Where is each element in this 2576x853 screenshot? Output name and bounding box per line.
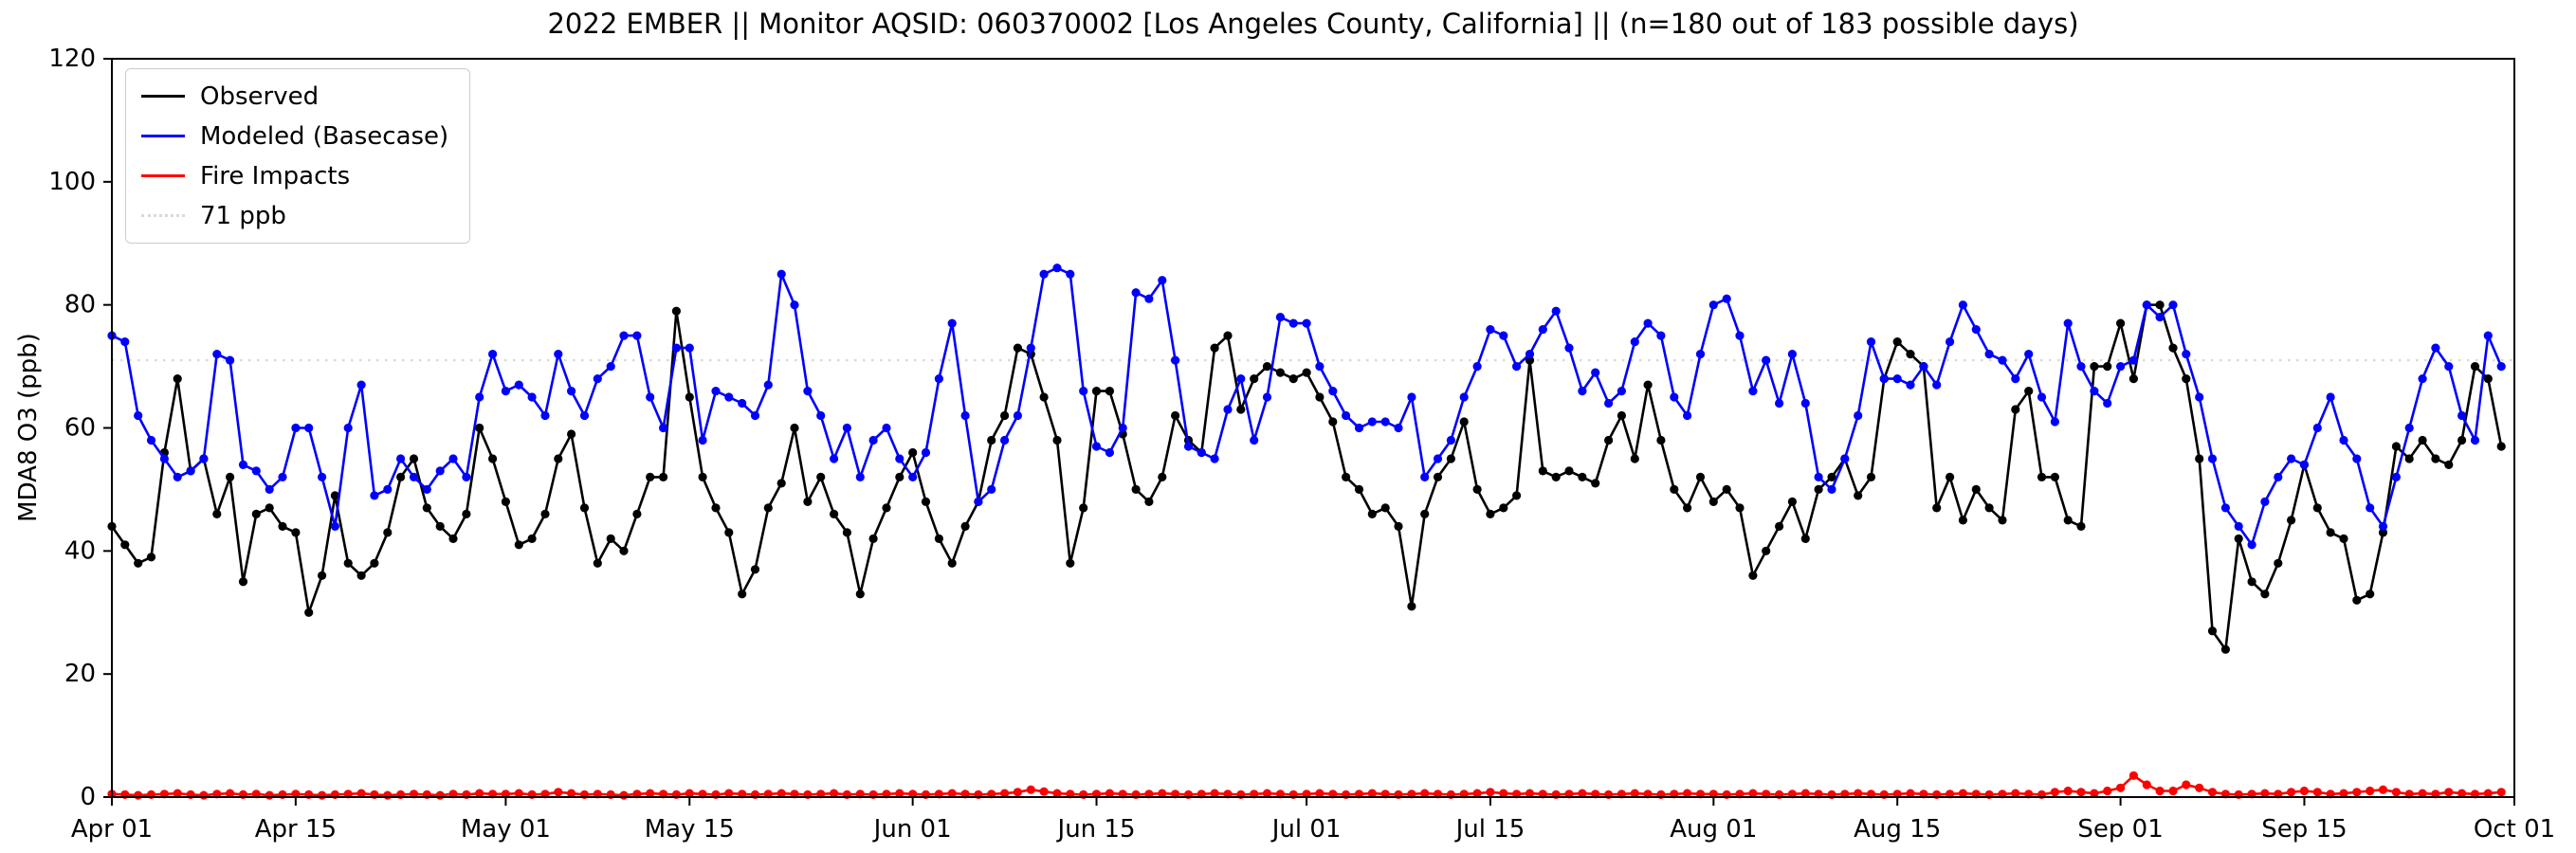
x-tick-label: Apr 15: [255, 815, 337, 844]
fire-impacts-line-swatch: [141, 174, 185, 177]
x-tick-label: Jul 15: [1454, 815, 1526, 844]
legend-label: Fire Impacts: [200, 161, 351, 191]
x-tick-label: Sep 15: [2261, 815, 2347, 844]
x-tick-label: Jun 15: [1056, 815, 1136, 844]
legend-label: Observed: [200, 82, 320, 111]
y-tick-label: 0: [80, 783, 96, 811]
legend-label: 71 ppb: [200, 201, 286, 230]
x-tick-label: Oct 01: [2474, 815, 2555, 844]
observed-markers: [107, 300, 2506, 654]
legend-item-threshold: 71 ppb: [141, 200, 448, 231]
fire-impacts-markers: [107, 771, 2506, 800]
threshold-line-swatch: [141, 214, 185, 217]
y-tick-label: 100: [48, 168, 96, 196]
legend-label: Modeled (Basecase): [200, 121, 449, 151]
x-tick-label: Aug 01: [1670, 815, 1757, 844]
x-tick-label: Sep 01: [2077, 815, 2163, 844]
y-tick-label: 60: [64, 414, 96, 443]
x-tick-label: May 01: [461, 815, 551, 844]
x-tick-label: Jul 01: [1270, 815, 1342, 844]
x-tick-label: Jun 01: [872, 815, 952, 844]
x-tick-label: Apr 01: [71, 815, 153, 844]
y-tick-label: 120: [48, 45, 96, 73]
chart-title: 2022 EMBER || Monitor AQSID: 060370002 […: [547, 8, 2079, 40]
modeled-line-swatch: [141, 135, 185, 137]
legend-item-observed: Observed: [141, 81, 448, 112]
x-tick-label: May 15: [645, 815, 735, 844]
legend-item-fire-impacts: Fire Impacts: [141, 160, 448, 191]
modeled-basecase-line: [111, 266, 2503, 547]
legend-item-modeled: Modeled (Basecase): [141, 120, 448, 152]
axes-box: [111, 58, 2515, 798]
legend: Observed Modeled (Basecase) Fire Impacts…: [125, 68, 471, 244]
modeled-basecase-markers: [107, 263, 2506, 550]
y-tick-label: 20: [64, 660, 96, 688]
observed-line-swatch: [141, 95, 185, 98]
y-tick-label: 40: [64, 536, 96, 565]
y-tick-label: 80: [64, 291, 96, 319]
x-tick-label: Aug 15: [1854, 815, 1941, 844]
